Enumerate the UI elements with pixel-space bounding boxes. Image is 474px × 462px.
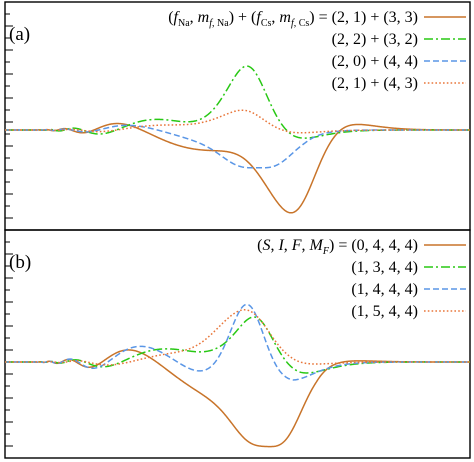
series-line-4	[4, 309, 471, 366]
panel-a-ticks	[5, 13, 13, 219]
panel-b-label: (b)	[9, 252, 31, 273]
legend-label: (2, 2) + (3, 2)	[332, 31, 418, 48]
panel-b: (b) (S, I, F, MF) = (0, 4, 4, 4) (1, 3, 4…	[4, 229, 471, 459]
legend-label: (2, 0) + (4, 4)	[332, 53, 418, 70]
panel-b-curves	[4, 303, 471, 448]
panel-a-label: (a)	[9, 24, 30, 45]
legend-label: (1, 4, 4, 4)	[351, 281, 418, 298]
series-line-1	[4, 122, 471, 214]
legend-label: (S, I, F, MF) = (0, 4, 4, 4)	[257, 237, 418, 257]
panel-a-curves	[4, 65, 471, 214]
series-line-4	[4, 109, 471, 134]
panel-a-legend: (fNa, mf, Na) + (fCs, mf, Cs) = (2, 1) +…	[168, 9, 466, 92]
panel-b-legend: (S, I, F, MF) = (0, 4, 4, 4) (1, 3, 4, 4)…	[257, 237, 466, 320]
series-line-2	[4, 316, 471, 374]
panel-b-ticks	[5, 241, 13, 447]
legend-label: (fNa, mf, Na) + (fCs, mf, Cs) = (2, 1) +…	[168, 9, 418, 29]
series-line-2	[4, 65, 471, 139]
panel-a: (a) (fNa, mf, Na) + (fCs, mf, Cs) = (2, …	[4, 1, 471, 231]
panel-b-frame	[4, 229, 471, 459]
legend-label: (2, 1) + (4, 3)	[332, 75, 418, 92]
series-line-1	[4, 349, 471, 448]
legend-label: (1, 5, 4, 4)	[351, 303, 418, 320]
legend-label: (1, 3, 4, 4)	[351, 259, 418, 276]
